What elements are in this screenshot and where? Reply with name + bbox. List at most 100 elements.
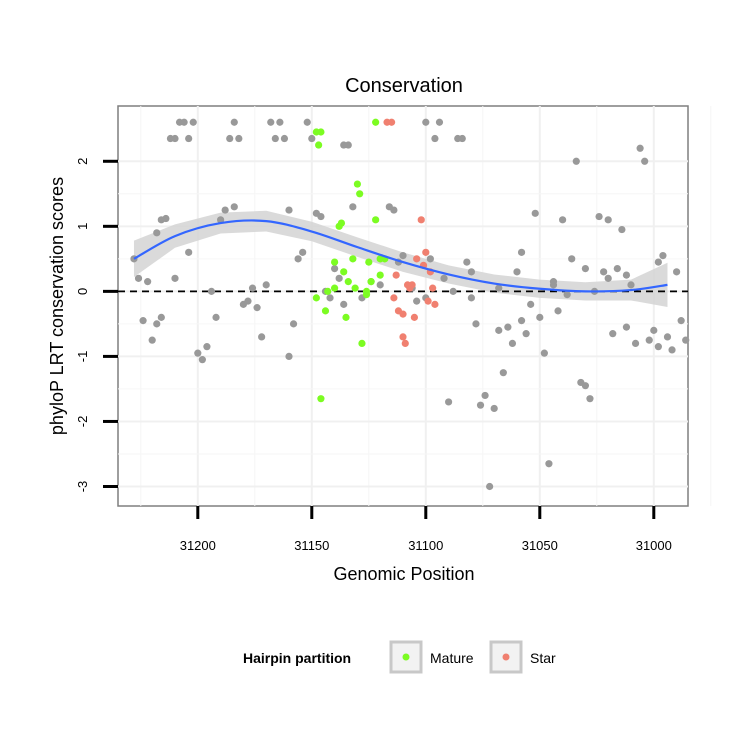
- x-axis-title: Genomic Position: [333, 564, 474, 584]
- point-other: [258, 333, 266, 341]
- point-other: [217, 216, 225, 224]
- point-other: [659, 251, 667, 260]
- point-other: [668, 346, 676, 354]
- point-other: [285, 206, 293, 214]
- plot-panel: [117, 105, 689, 507]
- point-other: [271, 134, 279, 143]
- point-other: [581, 265, 590, 273]
- y-axis: -3 -2 -1 0 1 2: [75, 158, 118, 492]
- point-other: [267, 118, 275, 126]
- point-other: [185, 248, 193, 256]
- point-other: [203, 343, 211, 351]
- point-other: [504, 323, 512, 331]
- point-star: [390, 294, 398, 302]
- point-other: [344, 141, 352, 149]
- point-other: [390, 206, 398, 214]
- point-other: [244, 297, 252, 305]
- point-other: [458, 134, 466, 143]
- point-other: [449, 287, 457, 295]
- point-mature: [351, 284, 359, 292]
- point-other: [531, 209, 539, 217]
- point-star: [399, 333, 407, 341]
- point-other: [677, 317, 685, 325]
- point-star: [392, 271, 400, 279]
- point-other: [604, 216, 612, 224]
- legend-label-mature: Mature: [430, 650, 474, 666]
- point-other: [618, 225, 626, 234]
- point-other: [600, 268, 608, 276]
- point-other: [308, 134, 316, 143]
- point-other: [153, 229, 161, 237]
- legend-dot-star: [502, 653, 510, 661]
- point-other: [673, 268, 681, 276]
- point-other: [572, 157, 580, 165]
- x-tick-label: 31050: [522, 538, 558, 553]
- legend-label-star: Star: [530, 650, 556, 666]
- point-other: [641, 157, 649, 165]
- point-other: [559, 216, 567, 224]
- point-star: [413, 255, 421, 263]
- point-star: [417, 216, 425, 224]
- point-other: [376, 281, 384, 289]
- point-other: [317, 212, 325, 221]
- point-other: [248, 284, 257, 292]
- point-other: [490, 404, 498, 413]
- point-other: [230, 118, 238, 126]
- point-mature: [344, 278, 352, 286]
- point-other: [645, 336, 653, 344]
- point-other: [463, 258, 471, 266]
- legend-dot-mature: [402, 653, 410, 661]
- point-other: [180, 118, 188, 126]
- point-other: [157, 313, 165, 321]
- point-other: [495, 326, 503, 334]
- point-other: [604, 274, 612, 282]
- point-other: [262, 281, 270, 289]
- point-other: [517, 317, 526, 325]
- point-star: [408, 281, 416, 289]
- point-other: [399, 251, 407, 260]
- point-other: [331, 265, 339, 273]
- point-mature: [372, 118, 380, 126]
- point-other: [285, 352, 293, 361]
- point-mature: [356, 190, 364, 198]
- point-other: [486, 482, 494, 491]
- y-tick-label: 2: [75, 158, 90, 165]
- point-other: [622, 271, 631, 279]
- point-other: [682, 336, 690, 344]
- point-other: [563, 291, 571, 299]
- point-other: [499, 369, 507, 377]
- point-other: [613, 265, 621, 273]
- point-other: [481, 391, 489, 400]
- point-other: [508, 339, 517, 347]
- point-other: [595, 212, 603, 221]
- point-other: [435, 118, 444, 126]
- point-other: [294, 255, 302, 263]
- point-mature: [340, 268, 348, 276]
- y-tick-label: -2: [75, 416, 90, 428]
- point-other: [340, 300, 348, 308]
- point-other: [554, 307, 562, 315]
- point-other: [253, 304, 261, 312]
- point-other: [226, 134, 234, 143]
- point-star: [399, 310, 407, 318]
- point-other: [326, 294, 334, 302]
- y-axis-title: phyloP LRT conservation scores: [47, 177, 67, 435]
- point-other: [422, 118, 430, 126]
- point-mature: [317, 395, 325, 403]
- point-other: [426, 255, 434, 263]
- point-other: [198, 356, 206, 364]
- point-other: [221, 206, 229, 214]
- legend-key-star: [489, 640, 523, 674]
- x-tick-label: 31150: [294, 538, 329, 553]
- confidence-band-layer: [133, 210, 668, 307]
- point-mature: [337, 219, 346, 227]
- point-mature: [367, 278, 375, 286]
- point-mature: [376, 271, 384, 279]
- point-mature: [312, 294, 320, 302]
- point-mature: [362, 291, 371, 299]
- point-other: [631, 339, 640, 347]
- point-other: [476, 401, 485, 409]
- point-mature: [315, 141, 323, 149]
- point-other: [472, 320, 480, 328]
